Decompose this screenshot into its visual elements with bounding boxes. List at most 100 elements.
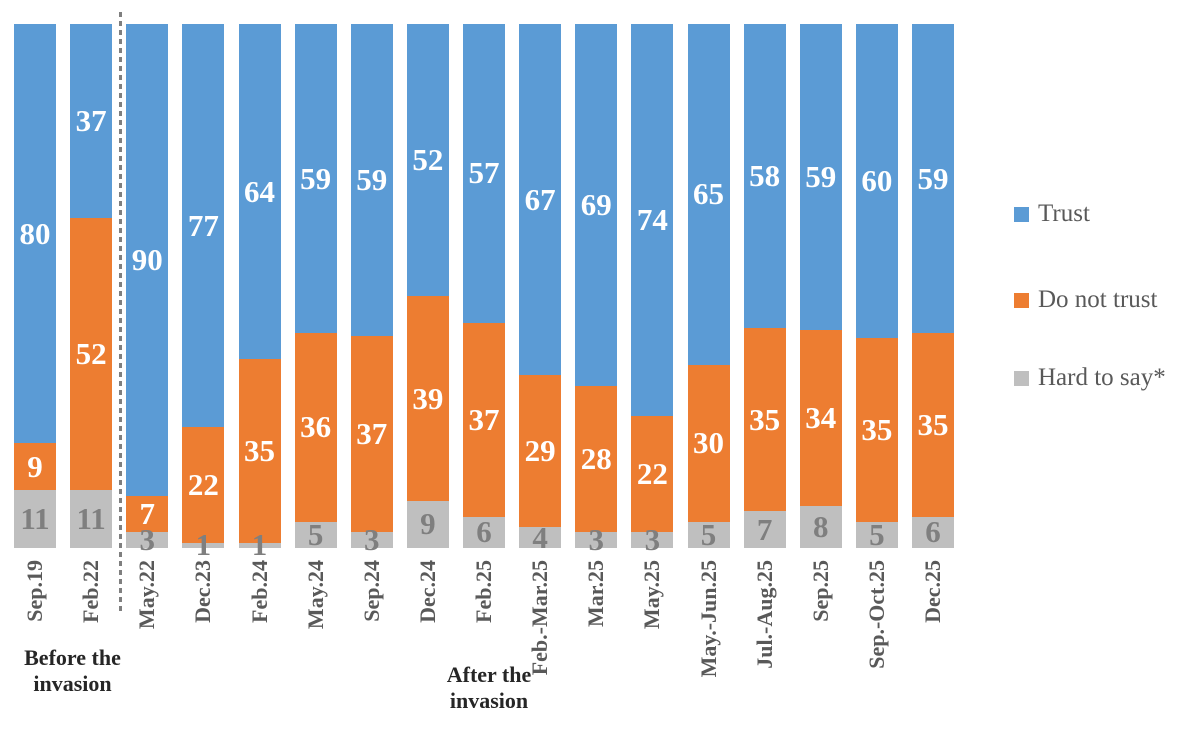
bar-segment-do-not-trust-feb-22 [70,217,113,491]
value-label: 3 [364,522,380,558]
x-axis-label: Sep.19 [22,560,47,622]
bar-segment-do-not-trust-jul-aug-25 [743,327,786,512]
value-label: 3 [139,522,156,558]
value-label: 3 [588,522,605,558]
bar-segment-do-not-trust-sep-25 [799,330,842,507]
value-label: 7 [139,495,156,531]
value-label: 1 [195,527,212,563]
x-axis-label: Dec.23 [190,560,216,623]
bar-segment-hard-to-say-may-jun-25 [687,521,730,548]
bar-segment-hard-to-say-feb-mar-25 [519,527,562,548]
bar-segment-hard-to-say-dec-23 [182,542,225,548]
bar-segment-hard-to-say-mar-25 [575,532,618,548]
x-axis-label: Feb.22 [78,560,104,623]
legend-item-trust: Trust [1014,199,1090,229]
bar-segment-trust-feb-24 [238,24,281,360]
bar-segment-hard-to-say-sep-25 [799,506,842,548]
bar-segment-hard-to-say-feb-25 [463,516,505,548]
bar-segment-hard-to-say-may-25 [631,532,674,548]
bar-segment-do-not-trust-sep-oct-25 [855,338,898,522]
before-after-divider [119,12,122,612]
value-label: 35 [861,412,893,448]
value-label: 59 [300,160,332,196]
value-label: 37 [468,401,500,437]
bar-segment-do-not-trust-sep-19 [14,443,56,491]
bar-segment-hard-to-say-feb-24 [238,542,281,548]
bar-segment-do-not-trust-feb-mar-25 [519,375,562,528]
value-label: 64 [244,173,275,209]
value-label: 37 [75,102,107,138]
bar-segment-trust-sep-oct-25 [855,24,898,339]
value-label: 30 [693,425,724,461]
bar-segment-trust-may-24 [294,24,337,334]
x-axis-label: May.22 [134,560,160,630]
x-axis-label: May.-Jun.25 [695,560,721,678]
value-label: 9 [420,506,436,542]
value-label: 59 [917,160,949,196]
value-label: 59 [805,159,837,195]
value-label: 34 [805,400,837,436]
bar-segment-hard-to-say-sep-19 [14,490,56,548]
value-label: 11 [76,501,106,537]
value-label: 57 [468,155,500,191]
hard-to-say-swatch [1014,370,1029,386]
bar-segment-hard-to-say-feb-22 [70,490,113,548]
bar-segment-do-not-trust-may-25 [631,415,674,533]
value-label: 67 [524,181,556,217]
bar-segment-hard-to-say-sep-24 [350,532,393,548]
group-label-after-invasion: After the invasion [446,662,532,713]
bar-segment-do-not-trust-sep-24 [350,336,393,533]
x-axis-label: May.25 [639,560,665,630]
value-label: 28 [580,440,612,476]
x-axis-label: Dec.25 [920,560,945,623]
legend-label: Trust [1038,200,1090,227]
bar-segment-trust-dec-23 [182,24,225,428]
value-label: 5 [700,516,717,552]
value-label: 69 [580,186,612,222]
bar-segment-do-not-trust-feb-24 [238,359,281,543]
value-label: 52 [75,336,107,372]
bar-segment-do-not-trust-may-22 [126,495,169,533]
value-label: 77 [187,207,219,243]
value-label: 74 [636,201,668,237]
value-label: 35 [244,433,275,469]
value-label: 90 [131,241,163,277]
x-axis-label: Feb.-Mar.25 [527,560,553,676]
x-axis-label: Feb.25 [471,560,496,623]
value-label: 29 [524,433,556,469]
value-label: 37 [356,416,388,452]
bar-segment-trust-dec-24 [406,24,449,297]
value-label: 60 [861,163,893,199]
x-axis-label: Sep.-Oct.25 [863,560,889,669]
x-axis-label: Jul.-Aug.25 [751,560,777,669]
value-label: 6 [925,514,941,550]
value-label: 4 [532,519,548,555]
value-label: 8 [813,509,829,545]
value-label: 5 [869,516,885,552]
bar-segment-trust-jul-aug-25 [743,24,786,328]
bar-segment-hard-to-say-may-22 [126,532,169,548]
value-label: 7 [756,511,773,547]
x-axis-label: Mar.25 [583,560,609,628]
group-label-before-invasion: Before the invasion [24,645,121,696]
value-label: 39 [412,380,444,416]
do-not-trust-swatch [1014,292,1029,308]
bar-segment-trust-feb-25 [463,24,505,323]
value-label: 65 [693,176,724,212]
value-label: 11 [20,501,50,537]
bar-segment-trust-mar-25 [575,24,618,386]
bar-segment-trust-may-jun-25 [687,24,730,365]
x-axis-label: Sep.25 [807,560,833,622]
bar-segment-hard-to-say-may-24 [294,521,337,548]
legend-label: Hard to say* [1038,364,1166,391]
value-label: 80 [19,215,51,251]
value-label: 6 [476,514,492,550]
bar-segment-hard-to-say-dec-24 [406,500,449,548]
bar-segment-trust-may-22 [126,24,169,496]
value-label: 35 [917,406,949,442]
x-axis-label: Sep.24 [358,560,384,622]
legend-item-hard-to-say: Hard to say* [1014,363,1166,393]
bar-segment-hard-to-say-jul-aug-25 [743,511,786,548]
value-label: 35 [749,401,781,437]
